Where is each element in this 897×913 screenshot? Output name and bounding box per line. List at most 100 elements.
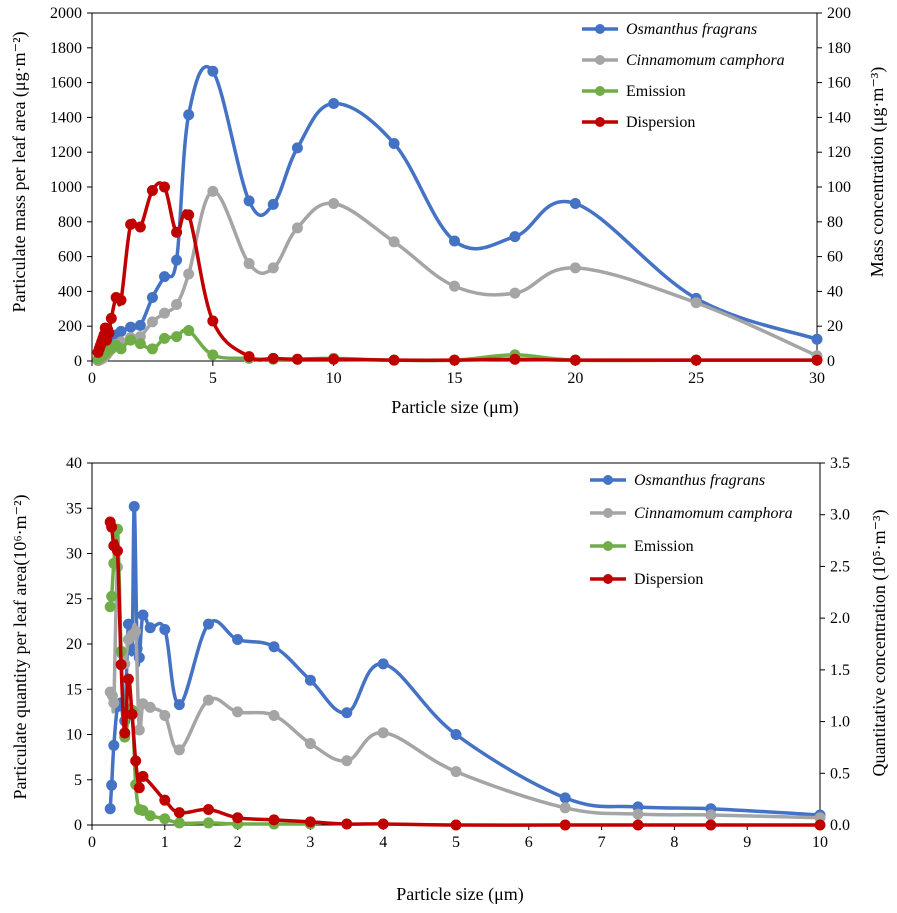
quantity-chart-data-point-cinnamomum-camphora: [705, 809, 717, 821]
mass-chart-data-point-dispersion: [243, 351, 255, 363]
mass-chart-data-point-dispersion: [146, 184, 158, 196]
mass-chart-y-tick-label: 0: [74, 353, 82, 370]
quantity-chart-y-tick-label: 25: [66, 591, 82, 608]
quantity-chart-y-axis-title: Particulate quantity per leaf area(10⁶·m…: [10, 494, 31, 799]
mass-chart-data-point-cinnamomum-camphora: [690, 297, 702, 309]
mass-chart-data-point-osmanthus-fragrans: [291, 142, 303, 154]
mass-chart-data-point-cinnamomum-camphora: [328, 198, 340, 210]
mass-chart-legend: Osmanthus fragrans Cinnamomum camphora Emi…: [582, 21, 785, 131]
mass-chart-y-tick-label: 200: [58, 318, 82, 335]
quantity-chart-data-point-dispersion: [632, 819, 644, 831]
mass-chart-data-point-dispersion: [569, 354, 581, 366]
mass-chart-legend-label: Osmanthus fragrans: [626, 21, 757, 38]
quantity-chart-y2-tick-label: 2.5: [830, 558, 850, 575]
mass-chart-data-point-emission: [159, 332, 170, 344]
quantity-chart-y-tick-label: 5: [74, 772, 82, 789]
mass-chart-legend-label: Dispersion: [626, 114, 695, 131]
mass-chart-data-point-osmanthus-fragrans: [134, 319, 146, 331]
quantity-chart-legend-swatch-marker: [603, 574, 613, 584]
quantity-chart-data-point-dispersion: [232, 812, 244, 824]
quantity-chart-data-point-osmanthus-fragrans: [108, 739, 120, 751]
quantity-chart-x-tick-label: 1: [161, 834, 169, 851]
mass-chart-data-point-cinnamomum-camphora: [267, 262, 279, 274]
mass-chart-data-point-emission: [134, 338, 146, 350]
mass-chart-y2-tick-label: 160: [827, 75, 851, 92]
quantity-chart-data-point-cinnamomum-camphora: [173, 744, 185, 756]
mass-chart-data-point-dispersion: [291, 353, 303, 365]
mass-chart-data-point-dispersion: [449, 354, 460, 366]
mass-chart-y-tick-label: 1600: [50, 75, 82, 92]
quantity-chart-data-point-emission: [202, 817, 214, 829]
mass-chart-data-point-osmanthus-fragrans: [509, 231, 521, 243]
quantity-chart-data-point-cinnamomum-camphora: [341, 755, 353, 767]
mass-chart-y-tick-label: 2000: [50, 5, 82, 22]
mass-chart-legend-swatch-marker: [595, 117, 605, 127]
mass-chart-data-point-emission: [115, 343, 127, 355]
mass-chart-data-point-cinnamomum-camphora: [388, 236, 400, 248]
mass-chart-data-point-cinnamomum-camphora: [183, 268, 195, 280]
mass-chart-legend-label: Emission: [626, 83, 686, 100]
quantity-chart-legend-swatch-marker: [603, 541, 613, 551]
quantity-chart-data-point-emission: [104, 601, 116, 613]
quantity-chart-data-point-dispersion: [159, 794, 171, 806]
mass-chart-data-point-cinnamomum-camphora: [569, 262, 581, 274]
quantity-chart-data-point-cinnamomum-camphora: [450, 766, 462, 778]
quantity-chart-data-point-osmanthus-fragrans: [159, 624, 171, 636]
mass-chart-data-point-dispersion: [125, 218, 137, 230]
quantity-chart-data-point-osmanthus-fragrans: [559, 792, 571, 804]
mass-chart-data-point-emission: [207, 349, 219, 361]
quantity-chart-x-tick-label: 0: [88, 834, 96, 851]
mass-chart-legend-swatch-marker: [595, 86, 605, 96]
quantity-chart-data-point-dispersion: [202, 803, 214, 815]
quantity-chart-data-point-dispersion: [119, 727, 131, 739]
mass-chart-y2-tick-label: 140: [827, 109, 851, 126]
quantity-chart-data-point-emission: [159, 813, 171, 825]
quantity-chart-data-point-osmanthus-fragrans: [173, 699, 185, 711]
quantity-chart-y2-tick-label: 1.0: [830, 714, 850, 731]
mass-chart-y2-tick-label: 100: [827, 179, 851, 196]
mass-chart-data-point-dispersion: [207, 315, 219, 327]
quantity-chart-data-point-dispersion: [377, 818, 389, 830]
quantity-chart-y2-axis-title: Quantitative concentration (10⁵·m⁻³): [869, 509, 890, 776]
mass-chart-data-point-emission: [171, 331, 183, 343]
mass-chart-data-point-dispersion: [183, 209, 195, 221]
mass-chart-legend-item-dispersion: Dispersion: [582, 114, 695, 131]
mass-chart-x-tick-label: 5: [209, 370, 217, 387]
mass-chart-data-point-osmanthus-fragrans: [146, 291, 158, 303]
quantity-chart-data-point-dispersion: [705, 819, 717, 831]
mass-chart-y-tick-label: 1400: [50, 109, 82, 126]
quantity-chart-data-point-emission: [144, 810, 156, 822]
quantity-chart-legend-label: Osmanthus fragrans: [634, 472, 765, 489]
mass-chart-data-point-dispersion: [134, 221, 146, 233]
mass-chart-y-tick-label: 600: [58, 249, 82, 266]
mass-chart: Particle size (μm) Particulate mass per …: [9, 5, 888, 418]
mass-chart-y-tick-label: 1000: [50, 179, 82, 196]
quantity-chart-legend-label: Dispersion: [634, 571, 703, 588]
mass-chart-data-point-cinnamomum-camphora: [146, 316, 158, 328]
quantity-chart-data-point-cinnamomum-camphora: [159, 709, 171, 721]
quantity-chart-data-point-dispersion: [115, 659, 127, 671]
mass-chart-data-point-dispersion: [105, 312, 117, 324]
quantity-chart-legend-label: Emission: [634, 538, 694, 555]
quantity-chart-x-tick-label: 5: [452, 834, 460, 851]
mass-chart-data-point-osmanthus-fragrans: [159, 271, 170, 283]
mass-chart-data-point-cinnamomum-camphora: [207, 185, 219, 197]
mass-chart-y2-tick-label: 200: [827, 5, 851, 22]
mass-chart-data-point-osmanthus-fragrans: [171, 254, 183, 266]
mass-chart-data-point-cinnamomum-camphora: [159, 307, 170, 319]
quantity-chart-data-point-dispersion: [106, 521, 118, 533]
quantity-chart-data-point-cinnamomum-camphora: [202, 694, 214, 706]
quantity-chart-data-point-cinnamomum-camphora: [559, 802, 571, 814]
quantity-chart-data-point-dispersion: [137, 770, 149, 782]
quantity-chart-legend: Osmanthus fragrans Cinnamomum camphora Emi…: [590, 472, 793, 588]
mass-chart-y2-tick-label: 0: [827, 353, 835, 370]
quantity-chart-data-point-osmanthus-fragrans: [268, 641, 280, 653]
quantity-chart-data-point-dispersion: [130, 755, 142, 767]
mass-chart-data-point-cinnamomum-camphora: [291, 222, 303, 234]
quantity-chart-x-tick-label: 9: [743, 834, 751, 851]
quantity-chart-legend-item-emission: Emission: [590, 538, 694, 555]
quantity-chart-data-point-osmanthus-fragrans: [202, 618, 214, 630]
quantity-chart-data-point-cinnamomum-camphora: [130, 625, 142, 637]
mass-chart-x-tick-label: 15: [447, 370, 463, 387]
mass-chart-data-point-dispersion: [328, 353, 340, 365]
